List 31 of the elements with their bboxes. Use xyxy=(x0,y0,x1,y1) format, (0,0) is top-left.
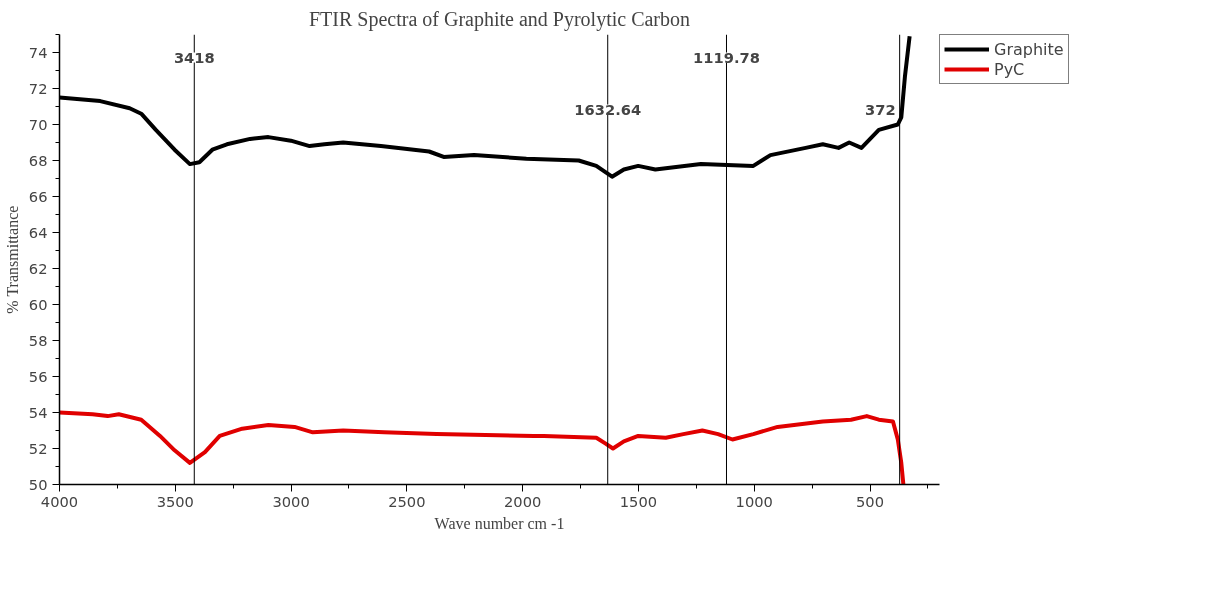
x-axis-title: Wave number cm -1 xyxy=(434,514,565,532)
x-tick-label: 1000 xyxy=(735,492,773,510)
x-tick-label: 4000 xyxy=(40,492,79,510)
ref-line-label: 3418 xyxy=(173,48,215,66)
y-tick-label: 72 xyxy=(28,79,48,97)
y-tick-label: 58 xyxy=(28,331,48,349)
y-tick-label: 56 xyxy=(28,367,48,385)
x-tick-label: 2500 xyxy=(388,492,426,510)
y-axis-title: % Transmittance xyxy=(3,205,21,314)
ref-line-label: 1119.78 xyxy=(693,48,760,66)
ref-line-label: 372 xyxy=(865,100,896,118)
y-tick-label: 70 xyxy=(28,115,48,133)
x-tick-label: 1500 xyxy=(619,492,658,510)
y-tick-label: 74 xyxy=(28,43,48,61)
x-tick-label: 500 xyxy=(856,492,885,510)
y-tick-label: 68 xyxy=(28,151,48,169)
y-tick-label: 54 xyxy=(28,403,48,421)
y-tick-label: 60 xyxy=(28,295,48,313)
chart-title: FTIR Spectra of Graphite and Pyrolytic Carbon xyxy=(308,7,691,31)
x-tick-label: 2000 xyxy=(504,492,542,510)
y-tick-label: 62 xyxy=(28,259,48,277)
y-tick-label: 66 xyxy=(28,187,48,205)
y-tick-label: 52 xyxy=(28,439,48,457)
legend-label: Graphite xyxy=(994,39,1064,59)
legend-label: PyC xyxy=(994,59,1025,79)
y-tick-label: 50 xyxy=(28,475,48,493)
x-tick-label: 3500 xyxy=(156,492,194,510)
line-series xyxy=(59,410,906,485)
x-tick-label: 3000 xyxy=(272,492,310,510)
y-tick-label: 64 xyxy=(28,223,48,241)
ref-line-label: 1632.64 xyxy=(574,100,642,118)
